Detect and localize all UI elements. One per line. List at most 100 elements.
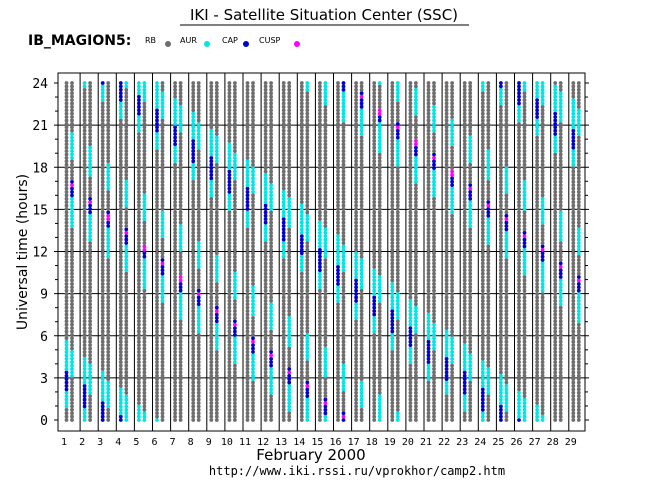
data-point-aur — [486, 155, 491, 160]
data-point-rb — [82, 101, 87, 106]
data-point-rb — [263, 315, 268, 320]
data-point-rb — [281, 128, 286, 133]
data-point-rb — [318, 155, 322, 160]
data-point-rb — [88, 84, 92, 89]
data-point-rb — [462, 207, 467, 211]
data-point-rb — [209, 339, 214, 344]
data-point-rb — [155, 298, 159, 303]
data-point-aur — [462, 404, 467, 409]
data-point-aur — [414, 94, 418, 99]
data-point-rb — [341, 227, 346, 232]
data-point-rb — [263, 155, 268, 160]
data-point-rb — [426, 264, 431, 269]
data-point-rb — [106, 268, 111, 273]
data-point-rb — [227, 356, 232, 361]
data-point-rb — [372, 101, 377, 106]
data-point-rb — [341, 234, 346, 239]
data-point-rb — [106, 142, 111, 147]
data-point-rb — [106, 305, 111, 310]
data-point-rb — [336, 397, 340, 402]
data-point-rb — [323, 339, 328, 344]
data-point-rb — [504, 261, 509, 266]
data-point-rb — [504, 326, 509, 330]
data-point-aur — [414, 169, 418, 174]
data-point-rb — [299, 298, 304, 303]
data-point-aur — [444, 387, 449, 392]
data-point-rb — [354, 169, 358, 174]
data-point-rb — [323, 162, 328, 167]
data-point-cap — [155, 115, 159, 119]
data-point-aur — [486, 227, 491, 232]
data-point-rb — [100, 309, 105, 313]
data-point-aur — [390, 339, 395, 344]
data-point-rb — [88, 353, 92, 358]
data-point-aur — [450, 118, 454, 123]
data-point-aur — [269, 203, 273, 208]
data-point-aur — [88, 224, 92, 228]
data-point-rb — [372, 210, 377, 215]
data-point-rb — [82, 186, 87, 191]
data-point-rb — [299, 302, 304, 307]
data-point-aur — [263, 193, 268, 198]
data-point-aur — [372, 285, 377, 290]
legend-label-cap: CAP — [222, 36, 238, 45]
data-point-rb — [88, 295, 92, 300]
data-point-aur — [486, 152, 491, 157]
data-point-rb — [160, 121, 165, 126]
data-point-rb — [432, 281, 436, 286]
data-point-rb — [233, 309, 237, 313]
data-point-rb — [173, 81, 178, 85]
data-point-rb — [142, 401, 147, 405]
data-point-rb — [305, 275, 310, 279]
data-point-rb — [269, 220, 273, 225]
data-point-rb — [191, 268, 196, 273]
data-point-rb — [251, 237, 255, 242]
data-point-rb — [504, 353, 509, 358]
data-point-rb — [82, 305, 87, 310]
data-point-rb — [70, 343, 74, 348]
data-point-rb — [88, 104, 92, 109]
data-point-rb — [64, 418, 69, 422]
data-point-aur — [318, 220, 322, 225]
data-point-rb — [137, 356, 141, 361]
data-point-rb — [504, 370, 509, 375]
data-point-aur — [372, 319, 377, 324]
data-point-cap — [336, 275, 340, 279]
data-point-aur — [196, 145, 201, 150]
data-point-cap — [155, 111, 159, 116]
data-point-rb — [269, 227, 273, 232]
data-point-rb — [155, 264, 159, 269]
data-point-aur — [480, 411, 485, 416]
data-point-rb — [377, 213, 382, 218]
data-point-rb — [70, 292, 74, 296]
data-point-aur — [432, 108, 436, 113]
data-point-cap — [88, 196, 92, 201]
data-point-rb — [245, 87, 250, 92]
data-point-rb — [191, 217, 196, 222]
data-point-cap — [191, 145, 196, 150]
data-point-rb — [269, 132, 273, 136]
data-point-rb — [118, 166, 123, 171]
data-point-aur — [118, 401, 123, 405]
data-point-aur — [70, 196, 74, 201]
data-point-rb — [336, 312, 340, 317]
data-point-rb — [100, 200, 105, 205]
data-point-rb — [155, 162, 159, 167]
data-point-aur — [468, 353, 473, 358]
data-point-aur — [336, 298, 340, 303]
data-point-rb — [468, 380, 473, 385]
data-point-rb — [263, 135, 268, 140]
data-point-aur — [305, 227, 310, 232]
data-point-rb — [354, 319, 358, 324]
data-point-rb — [426, 125, 431, 130]
data-point-rb — [82, 241, 87, 245]
data-point-rb — [251, 234, 255, 239]
data-point-rb — [155, 247, 159, 252]
data-point-rb — [395, 111, 400, 116]
data-point-rb — [160, 173, 165, 177]
data-point-rb — [323, 271, 328, 276]
data-point-rb — [137, 203, 141, 208]
data-point-cap — [173, 135, 178, 140]
data-point-aur — [191, 135, 196, 140]
data-point-aur — [118, 390, 123, 395]
